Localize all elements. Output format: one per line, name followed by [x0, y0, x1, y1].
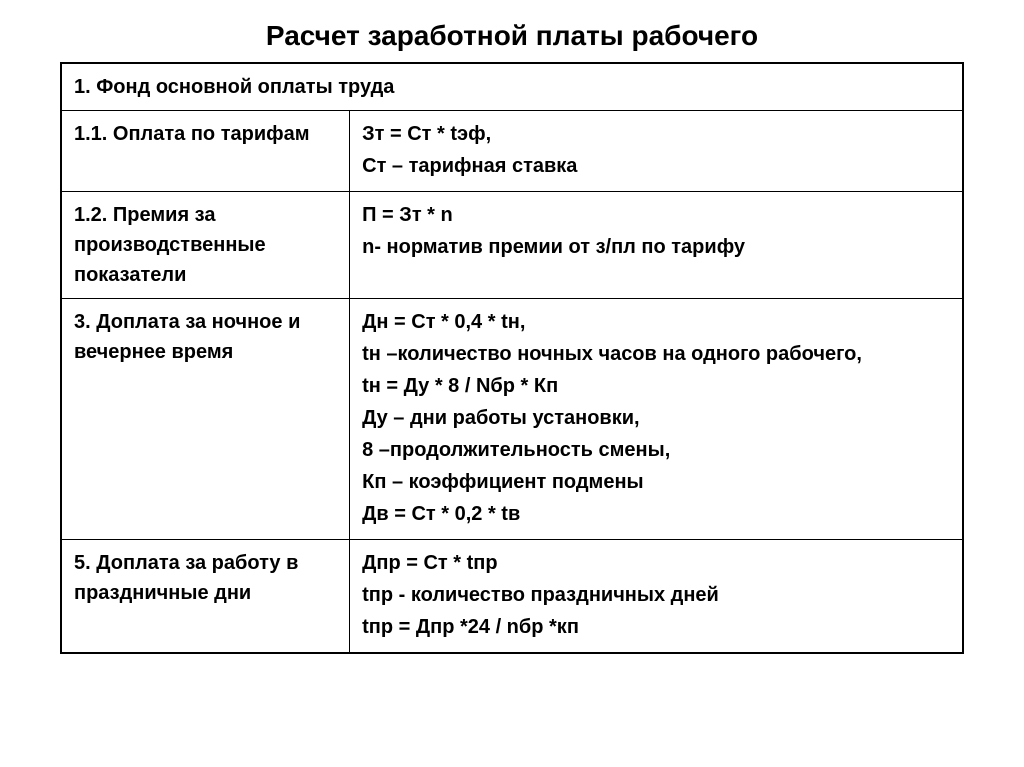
row-content: Зт = Ст * tэф, Ст – тарифная ставка [350, 111, 963, 192]
formula-line: Ду – дни работы установки, [362, 403, 950, 433]
formula-line: П = Зт * n [362, 200, 950, 230]
formula-line: tпр - количество праздничных дней [362, 580, 950, 610]
table-row: 1.2. Премия за производственные показате… [61, 192, 963, 299]
row-label: 5. Доплата за работу в праздничные дни [61, 540, 350, 654]
formula-line: Кп – коэффициент подмены [362, 467, 950, 497]
formula-line: tпр = Дпр *24 / nбр *кп [362, 612, 950, 642]
salary-table: 1. Фонд основной оплаты труда 1.1. Оплат… [60, 62, 964, 654]
table-row: 5. Доплата за работу в праздничные дни Д… [61, 540, 963, 654]
formula-line: Ст – тарифная ставка [362, 151, 950, 181]
formula-line: Дв = Ст * 0,2 * tв [362, 499, 950, 529]
page-title: Расчет заработной платы рабочего [60, 20, 964, 52]
formula-line: tн –количество ночных часов на одного ра… [362, 339, 950, 369]
table-row: 3. Доплата за ночное и вечернее время Дн… [61, 299, 963, 540]
formula-line: Дн = Ст * 0,4 * tн, [362, 307, 950, 337]
formula-line: n- норматив премии от з/пл по тарифу [362, 232, 950, 262]
row-label: 3. Доплата за ночное и вечернее время [61, 299, 350, 540]
row-content: П = Зт * n n- норматив премии от з/пл по… [350, 192, 963, 299]
formula-line: 8 –продолжительность смены, [362, 435, 950, 465]
row-label: 1.2. Премия за производственные показате… [61, 192, 350, 299]
row-label: 1.1. Оплата по тарифам [61, 111, 350, 192]
table-row: 1.1. Оплата по тарифам Зт = Ст * tэф, Ст… [61, 111, 963, 192]
row-content: Дн = Ст * 0,4 * tн, tн –количество ночны… [350, 299, 963, 540]
row-content: Дпр = Ст * tпр tпр - количество празднич… [350, 540, 963, 654]
formula-line: Зт = Ст * tэф, [362, 119, 950, 149]
table-header-row: 1. Фонд основной оплаты труда [61, 63, 963, 111]
formula-line: Дпр = Ст * tпр [362, 548, 950, 578]
header-cell: 1. Фонд основной оплаты труда [61, 63, 963, 111]
formula-line: tн = Ду * 8 / Nбр * Кп [362, 371, 950, 401]
